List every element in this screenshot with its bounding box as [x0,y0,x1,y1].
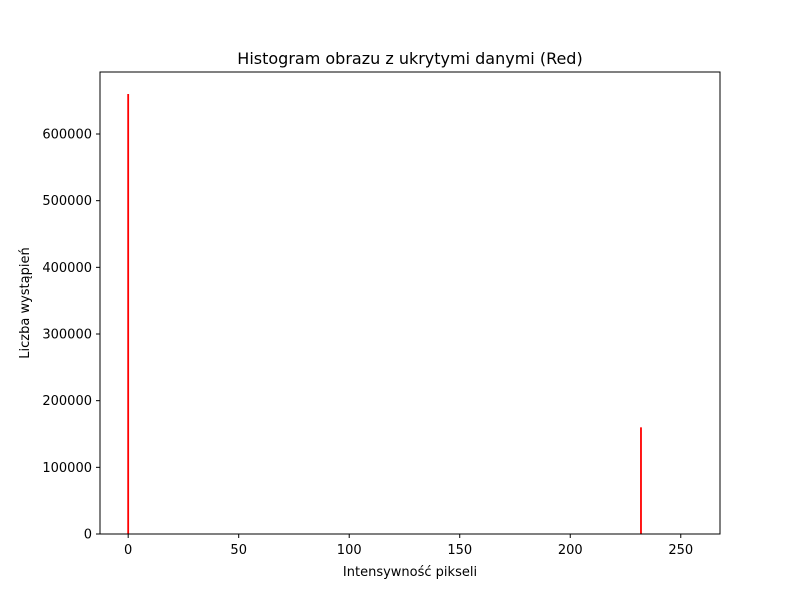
x-axis-label: Intensywność pikseli [343,565,477,580]
y-tick-label: 500000 [42,194,92,209]
y-tick-label: 100000 [42,461,92,476]
y-tick-label: 200000 [42,394,92,409]
y-tick-label: 400000 [42,261,92,276]
x-tick-label: 150 [447,543,472,558]
y-tick-label: 600000 [42,128,92,143]
axes-frame [99,71,721,535]
histogram-bar [640,427,642,534]
y-tick-label: 0 [84,528,92,543]
chart-title: Histogram obrazu z ukrytymi danymi (Red) [237,49,582,68]
y-tick-label: 300000 [42,328,92,343]
histogram-bar [127,94,130,534]
plot-area: 0 50 100 150 200 250 0 100000 200000 300000 400000… [42,71,721,558]
x-tick-label: 50 [230,543,247,558]
x-tick-label: 0 [124,543,132,558]
x-tick-label: 250 [668,543,693,558]
y-axis-label: Liczba wystąpień [18,247,33,358]
x-tick-label: 100 [337,543,362,558]
x-tick-label: 200 [558,543,583,558]
